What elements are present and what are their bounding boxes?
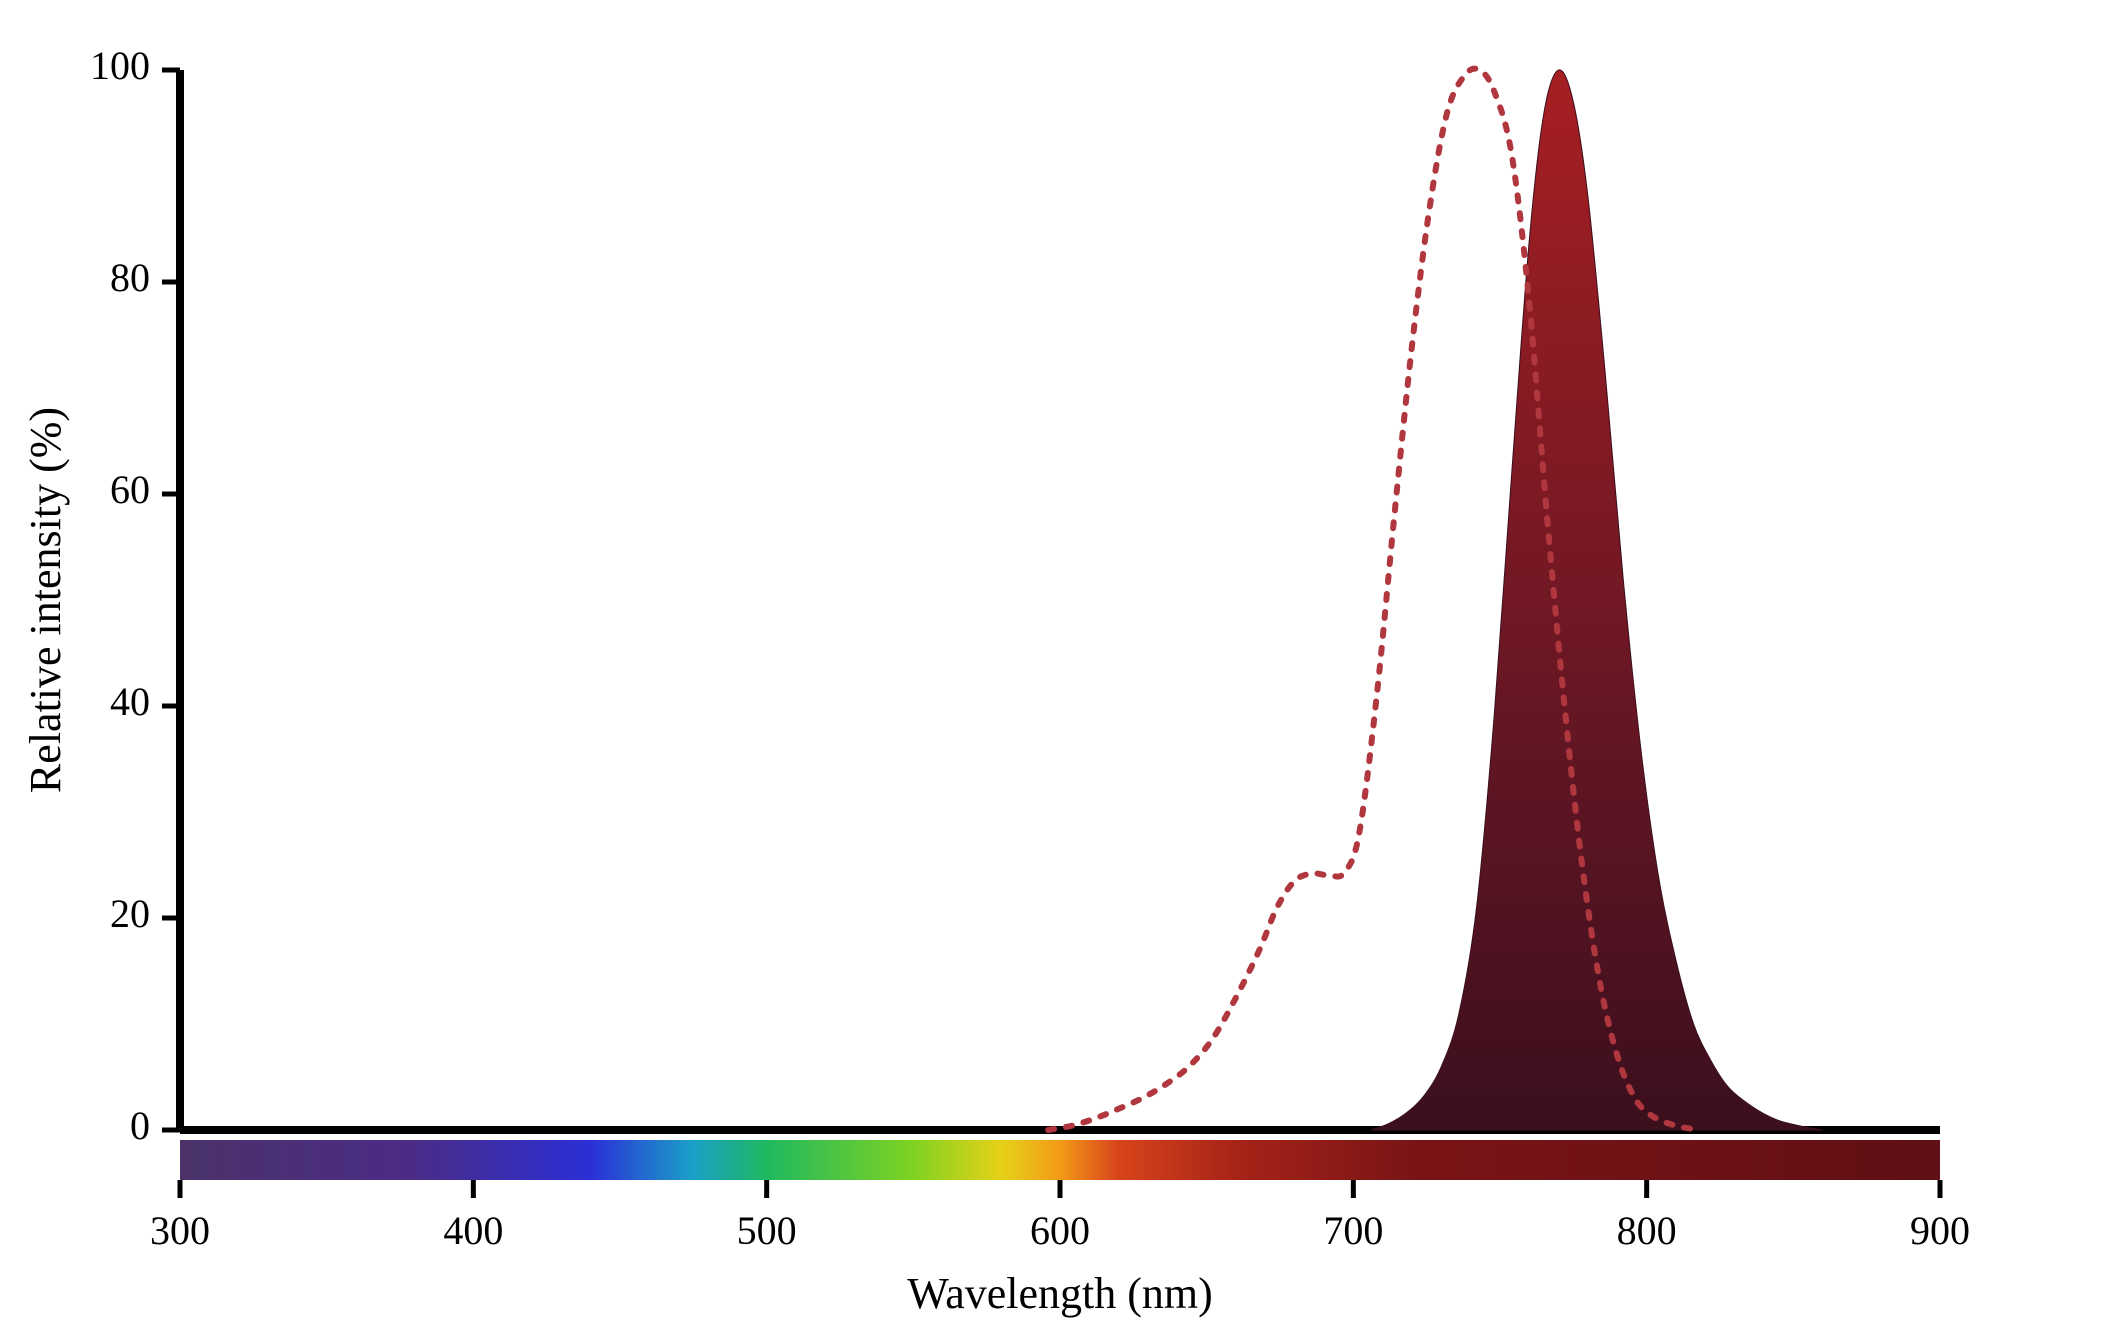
spectrum-svg: 0 20 40 60 80 100 300 400 500 600 700 800 900 Relativ… [0,0,2128,1335]
y-tick-label: 60 [110,467,150,512]
y-tick-label: 20 [110,891,150,936]
x-tick-label: 300 [150,1208,210,1253]
y-tick-label: 0 [130,1103,150,1148]
y-tick-label: 40 [110,679,150,724]
y-tick-label: 80 [110,255,150,300]
x-axis-label: Wavelength (nm) [907,1269,1213,1318]
x-tick-label: 400 [443,1208,503,1253]
y-tick-label: 100 [90,43,150,88]
spectrum-chart: 0 20 40 60 80 100 300 400 500 600 700 800 900 Relativ… [0,0,2128,1335]
x-tick-label: 700 [1323,1208,1383,1253]
x-tick-label: 500 [737,1208,797,1253]
x-tick-label: 600 [1030,1208,1090,1253]
x-tick-label: 800 [1617,1208,1677,1253]
y-axis-label: Relative intensity (%) [21,407,70,793]
spectrum-color-bar [180,1140,1940,1180]
x-tick-label: 900 [1910,1208,1970,1253]
